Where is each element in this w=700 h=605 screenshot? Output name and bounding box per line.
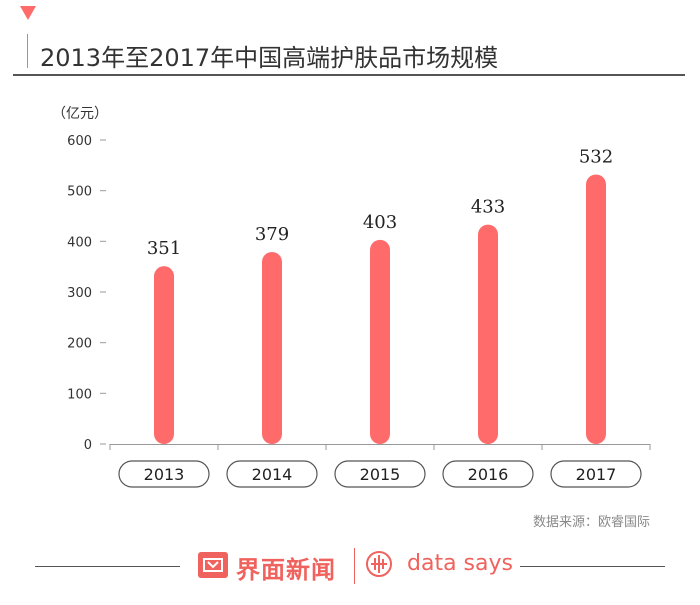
title-marker-icon	[20, 6, 36, 20]
x-category-label: 2015	[360, 465, 401, 484]
y-axis-unit-label: （亿元）	[52, 106, 108, 122]
footer-divider-left	[35, 566, 180, 567]
brand-separator	[354, 548, 355, 584]
bar-chart: 0 100 200 300 400 500 600 351 2013 379 2014 403 2015…	[67, 134, 651, 488]
bar	[586, 174, 606, 444]
bar-value-label: 433	[471, 197, 505, 218]
y-tick-label: 300	[67, 286, 92, 301]
bar	[478, 224, 498, 444]
brand-name-en: data says	[407, 551, 513, 576]
page-title: 2013年至2017年中国高端护肤品市场规模	[40, 44, 499, 72]
bar-value-label: 532	[579, 146, 613, 167]
bar	[262, 251, 282, 444]
y-tick-label: 100	[67, 387, 92, 402]
category-pill	[550, 460, 642, 488]
bar-value-label: 379	[255, 224, 289, 245]
x-category-label: 2013	[144, 465, 185, 484]
y-tick-label: 400	[67, 235, 92, 250]
x-category-label: 2014	[252, 465, 293, 484]
y-tick-label: 500	[67, 185, 92, 200]
brand-name-cn: 界面新闻	[236, 556, 336, 584]
data-says-logo-icon	[366, 551, 392, 577]
category-pill	[226, 460, 318, 488]
jiemian-logo-icon	[198, 552, 228, 578]
category-pill	[334, 460, 426, 488]
title-underline	[13, 74, 685, 76]
x-category-label: 2017	[576, 465, 617, 484]
data-source: 数据来源：欧睿国际	[532, 515, 650, 530]
category-pill	[118, 460, 210, 488]
footer-divider-right	[520, 566, 665, 567]
category-pill	[442, 460, 534, 488]
y-tick-label: 600	[67, 134, 92, 149]
bar	[154, 266, 174, 444]
x-category-label: 2016	[468, 465, 509, 484]
y-tick-label: 200	[67, 337, 92, 352]
bar-value-label: 351	[147, 238, 181, 259]
y-tick-label: 0	[84, 438, 92, 453]
title-divider	[27, 34, 28, 68]
bar-value-label: 403	[363, 212, 397, 233]
bar	[370, 239, 390, 444]
